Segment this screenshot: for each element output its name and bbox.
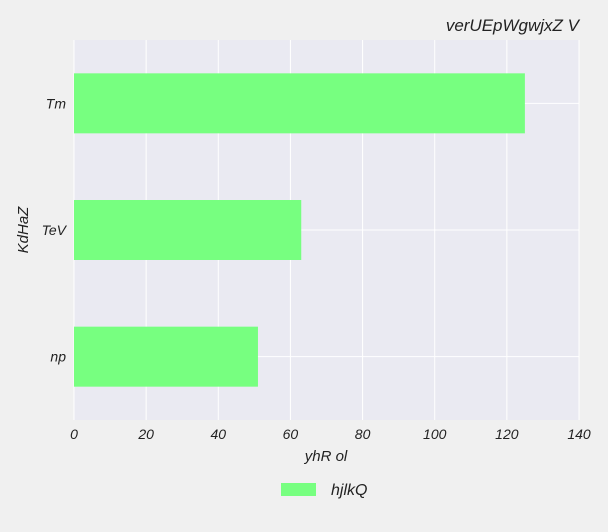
y-tick-label: Tm <box>46 95 67 111</box>
chart-title: verUEpWgwjxZ V <box>446 16 581 35</box>
y-tick-labels: Tm TeV np <box>42 95 68 364</box>
bar-Tm <box>74 73 525 134</box>
bars <box>74 73 525 387</box>
x-axis-label: yhR ol <box>304 448 348 465</box>
y-tick-label: np <box>50 349 66 365</box>
y-axis-label: KdHaZ <box>15 206 32 254</box>
x-tick-label: 80 <box>355 426 371 442</box>
x-tick-labels: 0 20 40 60 80 100 120 140 <box>70 426 591 442</box>
legend: hjlkQ <box>281 482 367 499</box>
x-tick-label: 140 <box>567 426 591 442</box>
bar-TeV <box>74 200 302 260</box>
x-tick-label: 120 <box>495 426 519 442</box>
x-tick-label: 20 <box>137 426 154 442</box>
x-tick-label: 40 <box>210 426 226 442</box>
x-tick-label: 60 <box>283 426 299 442</box>
legend-swatch <box>281 483 316 496</box>
x-tick-label: 0 <box>70 426 78 442</box>
x-tick-label: 100 <box>423 426 447 442</box>
bar-np <box>74 326 258 387</box>
y-tick-label: TeV <box>42 222 68 238</box>
legend-label: hjlkQ <box>331 482 367 499</box>
